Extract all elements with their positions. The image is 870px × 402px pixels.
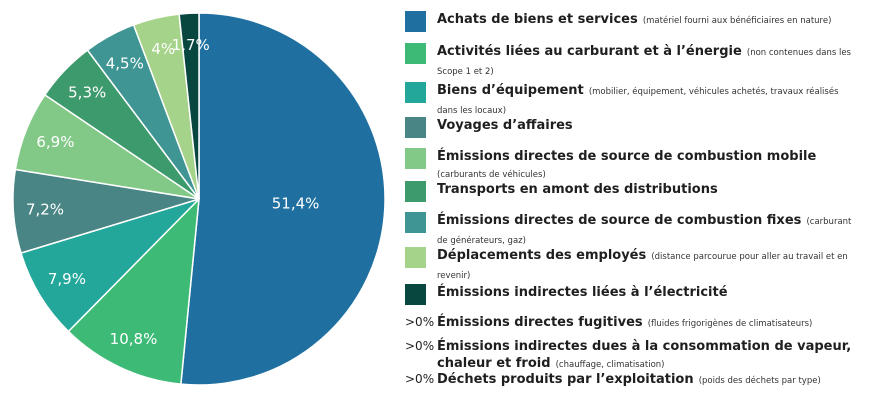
legend-text: Émissions directes fugitives (fluides fr… [437, 313, 855, 332]
legend-value-label: >0% [405, 315, 435, 329]
slice-value-label: 6,9% [36, 133, 74, 151]
legend-swatch [405, 284, 426, 305]
legend-item: >0% Déchets produits par l’exploitation (… [400, 370, 860, 389]
legend-note: (chauffage, climatisation) [555, 360, 665, 370]
slice-value-label: 4,5% [106, 55, 144, 73]
legend-text: Émissions directes de source de combusti… [437, 211, 855, 249]
legend-item: Activités liées au carburant et à l’éner… [400, 42, 860, 80]
legend-item: Émissions directes de source de combusti… [400, 147, 860, 183]
legend-note: (carburants de véhicules) [437, 170, 546, 180]
legend-swatch [405, 117, 426, 138]
legend-swatch [405, 181, 426, 202]
legend-value-label: >0% [405, 372, 435, 386]
legend-label: Émissions indirectes liées à l’électrici… [437, 285, 728, 300]
legend-item: Émissions indirectes liées à l’électrici… [400, 283, 860, 305]
legend-text: Biens d’équipement (mobilier, équipement… [437, 81, 855, 119]
legend-note: (mobilier, équipement, véhicules achetés… [437, 87, 839, 116]
legend-text: Voyages d’affaires [437, 116, 855, 133]
legend-text: Déplacements des employés (distance parc… [437, 246, 855, 284]
legend-note: (fluides frigorigènes de climatisateurs) [647, 319, 813, 329]
legend-note: (matériel fourni aux bénéficiaires en na… [642, 16, 832, 26]
legend-label: Biens d’équipement [437, 83, 584, 98]
legend-label: Émissions directes de source de combusti… [437, 213, 802, 228]
legend-swatch [405, 212, 426, 233]
legend-label: Émissions directes de source de combusti… [437, 149, 817, 164]
legend-value-label: >0% [405, 339, 435, 353]
legend-label: Transports en amont des distributions [437, 182, 718, 197]
legend-text: Activités liées au carburant et à l’éner… [437, 42, 855, 80]
pie-slice [178, 12, 200, 200]
legend-swatch [405, 82, 426, 103]
legend-note: (distance parcourue pour aller au travai… [437, 252, 848, 281]
legend-label: Activités liées au carburant et à l’éner… [437, 44, 742, 59]
pie-slice [20, 198, 200, 333]
legend-item: Achats de biens et services (matériel fo… [400, 10, 860, 32]
legend-item: Déplacements des employés (distance parc… [400, 246, 860, 284]
slice-value-label: 1,7% [172, 36, 210, 54]
legend-note: (carburant de générateurs, gaz) [437, 217, 852, 246]
legend-swatch [405, 247, 426, 268]
pie: 51,4% 10,8% 7,9% 7,2% 6,9% 5,3%4,5% 4%1,7% [12, 12, 386, 386]
pie-slice [180, 12, 386, 386]
legend-item: Biens d’équipement (mobilier, équipement… [400, 81, 860, 119]
legend-note: (poids des déchets par type) [698, 376, 821, 386]
slice-value-label: 4% [151, 40, 175, 58]
legend-text: Déchets produits par l’exploitation (poi… [437, 370, 855, 389]
slice-value-label: 5,3% [68, 84, 106, 102]
legend-item: >0% Émissions indirectes dues à la consom… [400, 337, 860, 373]
legend-label: Achats de biens et services [437, 12, 638, 27]
legend-text: Émissions directes de source de combusti… [437, 147, 855, 183]
legend-item: Transports en amont des distributions [400, 180, 860, 202]
legend-label: Déplacements des employés [437, 248, 647, 263]
slice-value-label: 7,2% [26, 201, 64, 219]
pie-slice [67, 196, 200, 385]
legend-item: >0% Émissions directes fugitives (fluides… [400, 313, 860, 332]
legend-swatch [405, 148, 426, 169]
legend-text: Transports en amont des distributions [437, 180, 855, 197]
slice-value-label: 10,8% [110, 330, 158, 348]
legend-text: Émissions indirectes liées à l’électrici… [437, 283, 855, 300]
legend-label: Déchets produits par l’exploitation [437, 372, 694, 387]
legend-text: Émissions indirectes dues à la consommat… [437, 337, 855, 373]
legend-swatch [405, 11, 426, 32]
slice-value-label: 7,9% [48, 270, 86, 288]
legend-text: Achats de biens et services (matériel fo… [437, 10, 855, 29]
legend-label: Voyages d’affaires [437, 118, 573, 133]
legend-label: Émissions directes fugitives [437, 315, 643, 330]
legend-swatch [405, 43, 426, 64]
legend-label: Émissions indirectes dues à la consommat… [437, 339, 852, 371]
legend-note: (non contenues dans les Scope 1 et 2) [437, 48, 851, 77]
legend-item: Voyages d’affaires [400, 116, 860, 138]
legend-item: Émissions directes de source de combusti… [400, 211, 860, 249]
slice-value-label: 51,4% [272, 195, 320, 213]
